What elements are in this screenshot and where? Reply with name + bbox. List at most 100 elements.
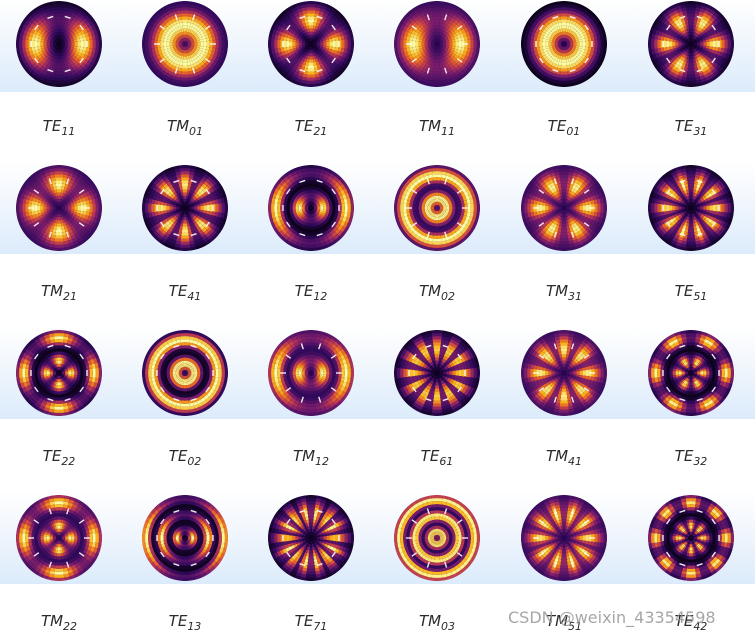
mode-index: 32: [693, 455, 708, 468]
mode-index: 03: [441, 620, 456, 633]
mode-label: TE31: [641, 116, 741, 138]
mode-family: TM: [166, 117, 190, 135]
mode-label: TE22: [9, 446, 109, 468]
mode-index: 61: [439, 455, 454, 468]
mode-pattern-tm41: [521, 330, 607, 416]
mode-index: 41: [568, 455, 583, 468]
mode-family: TM: [418, 612, 442, 630]
mode-index: 41: [187, 290, 202, 303]
mode-family: TE: [674, 282, 694, 300]
mode-label: TE61: [387, 446, 487, 468]
mode-label: TE11: [9, 116, 109, 138]
mode-index: 11: [441, 125, 456, 138]
mode-family: TE: [168, 612, 188, 630]
mode-index: 13: [187, 620, 202, 633]
mode-label: TE51: [641, 281, 741, 303]
mode-index: 11: [61, 125, 76, 138]
mode-pattern-te01: [521, 1, 607, 87]
mode-label: TM11: [387, 116, 487, 138]
mode-label: TE13: [135, 611, 235, 633]
mode-label: TM03: [387, 611, 487, 633]
mode-label: TM51: [514, 611, 614, 633]
mode-pattern-te32: [648, 330, 734, 416]
mode-pattern-te22: [16, 330, 102, 416]
mode-family: TE: [42, 117, 62, 135]
mode-index: 51: [693, 290, 708, 303]
mode-index: 22: [61, 455, 76, 468]
mode-pattern-te02: [142, 330, 228, 416]
mode-family: TM: [418, 117, 442, 135]
mode-pattern-tm22: [16, 495, 102, 581]
mode-family: TE: [294, 282, 314, 300]
watermark: CSDN @weixin_43354598: [508, 608, 716, 627]
mode-index: 21: [313, 125, 328, 138]
mode-pattern-te12: [268, 165, 354, 251]
mode-label: TM02: [387, 281, 487, 303]
mode-index: 71: [313, 620, 328, 633]
mode-family: TE: [674, 117, 694, 135]
mode-index: 01: [189, 125, 204, 138]
mode-label: TM22: [9, 611, 109, 633]
mode-pattern-tm21: [16, 165, 102, 251]
mode-index: 31: [693, 125, 708, 138]
mode-index: 12: [313, 290, 328, 303]
mode-pattern-tm01: [142, 1, 228, 87]
mode-index: 02: [187, 455, 202, 468]
mode-family: TM: [40, 612, 64, 630]
mode-label: TE21: [261, 116, 361, 138]
mode-label: TE01: [514, 116, 614, 138]
mode-label: TM41: [514, 446, 614, 468]
mode-pattern-te61: [394, 330, 480, 416]
mode-index: 02: [441, 290, 456, 303]
mode-label: TE71: [261, 611, 361, 633]
mode-pattern-te21: [268, 1, 354, 87]
mode-index: 22: [63, 620, 78, 633]
mode-index: 12: [315, 455, 330, 468]
mode-pattern-te31: [648, 1, 734, 87]
mode-pattern-te71: [268, 495, 354, 581]
mode-label: TE41: [135, 281, 235, 303]
mode-family: TE: [674, 612, 694, 630]
mode-pattern-tm02: [394, 165, 480, 251]
mode-pattern-te11: [16, 1, 102, 87]
mode-label: TM12: [261, 446, 361, 468]
mode-family: TE: [420, 447, 440, 465]
mode-pattern-te51: [648, 165, 734, 251]
mode-family: TM: [545, 612, 569, 630]
row-band-2: [0, 162, 755, 254]
mode-family: TE: [547, 117, 567, 135]
mode-family: TE: [168, 447, 188, 465]
mode-pattern-te42: [648, 495, 734, 581]
mode-pattern-tm11: [394, 1, 480, 87]
mode-pattern-te41: [142, 165, 228, 251]
mode-label: TE12: [261, 281, 361, 303]
mode-family: TM: [40, 282, 64, 300]
mode-family: TM: [418, 282, 442, 300]
mode-index: 31: [568, 290, 583, 303]
mode-index: 21: [63, 290, 78, 303]
mode-family: TE: [168, 282, 188, 300]
mode-label: TM31: [514, 281, 614, 303]
row-band-4: [0, 492, 755, 584]
mode-family: TE: [674, 447, 694, 465]
row-band-3: [0, 327, 755, 419]
mode-family: TM: [292, 447, 316, 465]
mode-pattern-tm31: [521, 165, 607, 251]
mode-family: TM: [545, 282, 569, 300]
mode-pattern-tm12: [268, 330, 354, 416]
mode-label: TE42: [641, 611, 741, 633]
mode-index: 51: [568, 620, 583, 633]
mode-label: TE32: [641, 446, 741, 468]
mode-pattern-tm51: [521, 495, 607, 581]
mode-index: 01: [566, 125, 581, 138]
mode-family: TE: [294, 117, 314, 135]
mode-pattern-tm03: [394, 495, 480, 581]
mode-family: TE: [42, 447, 62, 465]
mode-family: TE: [294, 612, 314, 630]
mode-label: TE02: [135, 446, 235, 468]
row-band-1: [0, 0, 755, 92]
mode-pattern-te13: [142, 495, 228, 581]
mode-index: 42: [693, 620, 708, 633]
mode-label: TM01: [135, 116, 235, 138]
mode-label: TM21: [9, 281, 109, 303]
